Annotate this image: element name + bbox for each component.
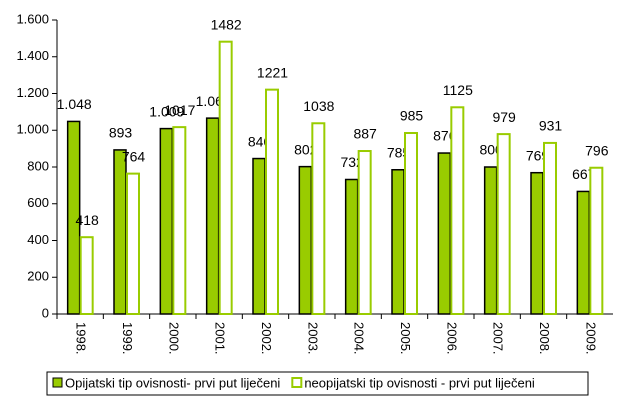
bar xyxy=(126,172,140,315)
bar xyxy=(344,178,359,315)
value-label: 1.009 xyxy=(149,103,184,119)
x-tick-label: 2003. xyxy=(305,322,320,355)
bar xyxy=(79,236,94,316)
value-label: 979 xyxy=(492,109,516,125)
bar xyxy=(357,150,372,315)
bar xyxy=(252,157,266,315)
bar xyxy=(218,40,233,316)
legend-swatch xyxy=(52,377,63,388)
bar xyxy=(496,133,511,315)
x-tick-label: 2008. xyxy=(537,322,552,355)
legend: Opijatski tip ovisnosti- prvi put liječe… xyxy=(46,371,589,396)
bar xyxy=(543,141,557,315)
y-tick-label: 0 xyxy=(42,305,49,320)
value-label: 764 xyxy=(122,148,146,164)
bar xyxy=(450,106,465,315)
value-label: 418 xyxy=(75,212,99,228)
value-label: 1017 xyxy=(164,102,195,118)
y-tick-label: 200 xyxy=(27,269,49,284)
bar xyxy=(589,166,604,315)
value-label: 1125 xyxy=(443,82,473,98)
bar xyxy=(113,149,127,315)
x-tick-label: 2002. xyxy=(259,322,274,355)
bar xyxy=(576,190,591,315)
bar xyxy=(205,117,220,315)
legend-label: neopijatski tip ovisnosti - prvi put lij… xyxy=(304,375,535,390)
bar xyxy=(159,127,174,315)
bar xyxy=(172,126,187,315)
x-tick-label: 1998. xyxy=(74,322,89,355)
y-tick-label: 800 xyxy=(27,158,49,173)
x-tick-label: 2000. xyxy=(166,322,181,355)
bar xyxy=(298,165,313,315)
bar xyxy=(404,132,418,315)
value-label: 931 xyxy=(539,118,563,134)
bar xyxy=(437,152,452,315)
legend-label: Opijatski tip ovisnosti- prvi put liječe… xyxy=(65,375,280,390)
value-label: 1.048 xyxy=(57,96,92,112)
bar xyxy=(311,122,326,315)
bar xyxy=(66,120,81,315)
y-tick-label: 1.400 xyxy=(16,48,49,63)
bar xyxy=(265,88,279,315)
x-tick-label: 2006. xyxy=(444,322,459,355)
legend-frame xyxy=(46,371,589,396)
value-label: 893 xyxy=(109,125,133,141)
value-label: 887 xyxy=(353,126,377,142)
value-label: 796 xyxy=(585,142,609,158)
value-label: 1482 xyxy=(211,16,242,32)
x-tick-label: 2004. xyxy=(352,322,367,355)
y-tick-label: 1.000 xyxy=(16,122,49,137)
value-label: 985 xyxy=(400,108,424,124)
value-label: 1221 xyxy=(257,64,288,80)
y-tick-label: 400 xyxy=(27,232,49,247)
y-tick-label: 600 xyxy=(27,195,49,210)
bar xyxy=(391,169,405,315)
x-tick-label: 2001. xyxy=(213,322,228,355)
bar xyxy=(483,166,498,315)
legend-swatch xyxy=(291,377,303,388)
bar xyxy=(530,171,544,315)
y-tick-label: 1.200 xyxy=(16,85,49,100)
value-label: 1038 xyxy=(303,98,334,114)
x-tick-label: 2007. xyxy=(491,322,506,355)
x-tick-label: 2009. xyxy=(583,322,598,355)
x-tick-label: 2005. xyxy=(398,322,413,355)
y-tick-label: 1.600 xyxy=(16,11,49,26)
x-tick-label: 1999. xyxy=(120,322,135,355)
